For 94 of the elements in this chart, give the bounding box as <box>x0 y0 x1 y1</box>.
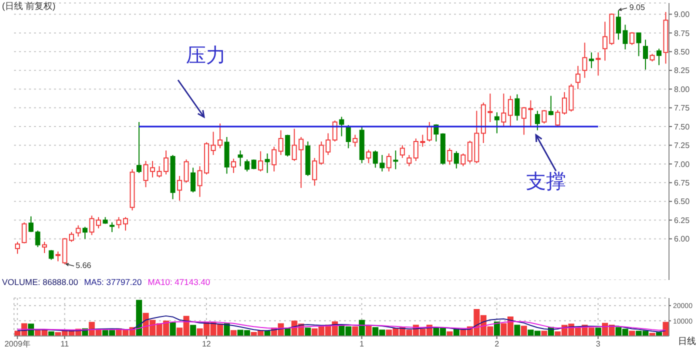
bar <box>366 326 372 336</box>
candlestick <box>542 110 547 124</box>
candlestick <box>629 32 634 46</box>
candlestick <box>366 149 372 164</box>
bar <box>494 322 500 336</box>
candlestick <box>278 130 284 156</box>
chart-title: VOLUME: 86888.00 <box>2 277 78 287</box>
candlestick <box>642 39 648 70</box>
candlestick <box>656 48 662 66</box>
candlestick <box>136 122 142 174</box>
candlestick <box>426 122 432 142</box>
candlestick <box>352 134 358 148</box>
bar <box>170 322 176 336</box>
candlestick <box>56 251 60 262</box>
y-tick-label: 8.50 <box>674 48 690 56</box>
candlestick <box>555 110 560 128</box>
bar <box>304 328 311 336</box>
line-series <box>16 315 666 332</box>
y-tick-label: 6.00 <box>674 234 690 244</box>
bar <box>446 331 453 336</box>
bar <box>136 300 142 336</box>
annotation: 压力 <box>186 42 226 69</box>
y-tick-label: 6.75 <box>674 178 690 188</box>
chart-title: (日线 前复权) <box>2 0 56 13</box>
candlestick <box>636 32 642 57</box>
candlestick <box>184 158 189 184</box>
y-tick-label: 9.00 <box>674 10 690 20</box>
bar <box>190 324 196 336</box>
x-tick-label: 11 <box>60 340 70 349</box>
candlestick <box>110 222 115 233</box>
x-tick-label: 1 <box>360 340 365 349</box>
bar <box>514 324 520 336</box>
y-tick-label: 7.75 <box>674 104 690 113</box>
candlestick <box>48 250 54 260</box>
candlestick <box>177 175 182 202</box>
text: 日线 <box>678 335 696 348</box>
candlestick <box>332 120 338 142</box>
x-tick-label: 2009年 <box>4 340 30 349</box>
y-tick-label: 6.50 <box>674 197 690 206</box>
candlestick <box>231 158 236 174</box>
y-tick-label: 8.25 <box>674 66 690 76</box>
candlestick <box>514 94 520 122</box>
candlestick <box>22 222 27 244</box>
candlestick <box>393 150 398 170</box>
candlestick <box>575 65 580 90</box>
candlestick <box>386 152 392 172</box>
candlestick <box>272 146 277 172</box>
text: MA5: 37797.20 <box>84 277 142 287</box>
candlestick <box>190 167 196 193</box>
y-tick-label: 7.50 <box>674 122 690 132</box>
candlestick <box>548 95 554 116</box>
candlestick <box>82 226 88 240</box>
candlestick <box>460 152 466 167</box>
candlestick <box>454 150 459 169</box>
candlestick <box>264 152 270 174</box>
annotation: 9.05 <box>629 3 645 12</box>
candlestick <box>14 241 20 254</box>
y-tick-label: 8.75 <box>674 28 690 38</box>
text: MA10: 47143.40 <box>148 277 210 287</box>
annotation: 支撑 <box>526 168 566 195</box>
candlestick <box>258 150 264 172</box>
candlestick <box>494 112 500 134</box>
bar <box>352 326 358 336</box>
candlestick <box>588 52 594 69</box>
candlestick <box>400 144 405 158</box>
y-tick-label: 6.25 <box>674 216 690 225</box>
y-tick-label: 7.25 <box>674 141 690 150</box>
bar <box>520 326 527 336</box>
candlestick <box>501 93 506 128</box>
bar <box>48 331 54 336</box>
candlestick <box>346 124 351 149</box>
x-tick-label: 2 <box>494 340 500 349</box>
candlestick <box>447 148 452 166</box>
candlestick <box>596 52 601 76</box>
x-tick-label: 3 <box>596 340 601 349</box>
annotation: 5.66 <box>76 261 92 270</box>
x-tick-label: 12 <box>202 340 212 349</box>
candlestick <box>285 134 290 157</box>
bar <box>656 332 662 336</box>
candlestick <box>244 158 250 172</box>
bar <box>595 328 602 336</box>
candlestick <box>508 95 513 128</box>
candlestick <box>534 110 540 131</box>
candlestick <box>339 116 344 137</box>
bar <box>230 330 237 336</box>
candlestick <box>238 150 243 167</box>
candlestick <box>312 157 318 186</box>
y-tick-label: 8.00 <box>674 84 690 94</box>
candlestick <box>76 224 81 238</box>
candlestick <box>582 42 588 78</box>
line-series <box>16 321 666 331</box>
y-tick-label: 7.00 <box>674 160 690 169</box>
candlestick <box>406 154 412 167</box>
candlestick <box>42 241 47 254</box>
